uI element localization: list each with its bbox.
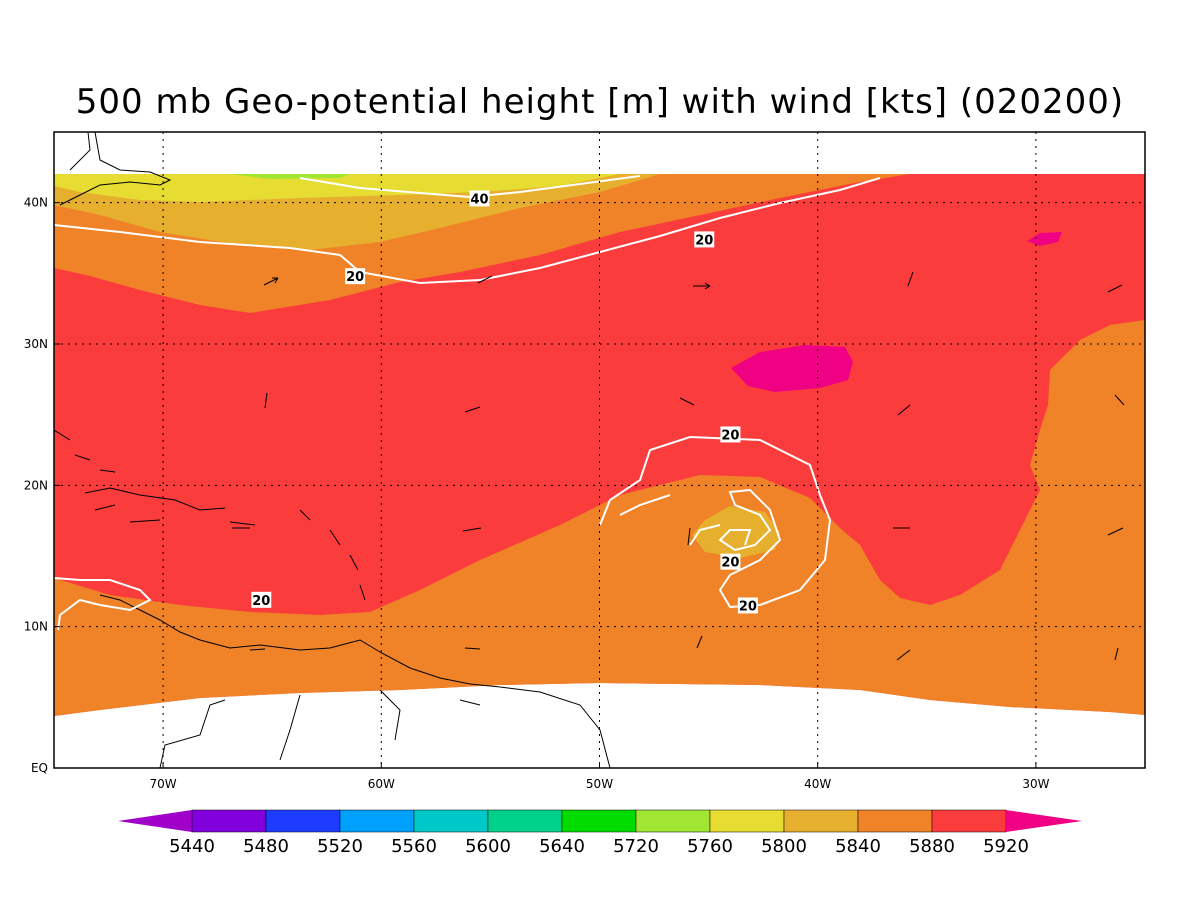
colorbar-swatch bbox=[339, 809, 415, 833]
colorbar-swatch bbox=[413, 809, 489, 833]
colorbar-high-triangle bbox=[1006, 810, 1082, 832]
shade-5800-5840-blob bbox=[692, 506, 780, 558]
colorbar-level-label: 5720 bbox=[613, 836, 659, 857]
wind-vectors bbox=[232, 271, 1125, 661]
colorbar-low-triangle bbox=[118, 810, 192, 832]
colorbar-level-label: 5760 bbox=[687, 836, 733, 857]
map-title: 500 mb Geo-potential height [m] with win… bbox=[76, 82, 1124, 122]
colorbar-swatch bbox=[635, 809, 711, 833]
shade-5760-5800-north bbox=[54, 174, 620, 202]
contour-label: 20 bbox=[739, 599, 757, 614]
colorbar-swatch bbox=[487, 809, 563, 833]
contour-label: 20 bbox=[346, 270, 364, 285]
colorbar-swatch bbox=[191, 809, 267, 833]
contour-label-box bbox=[694, 231, 715, 248]
contour-label-box bbox=[737, 597, 758, 614]
shade-above-5920-cell bbox=[731, 345, 853, 392]
colorbar-level-label: 5800 bbox=[761, 836, 807, 857]
contour-label: 20 bbox=[721, 556, 739, 571]
contour-label-box bbox=[251, 591, 272, 608]
gridlines bbox=[54, 132, 1145, 768]
y-tick-label: 10N bbox=[24, 620, 48, 634]
colorbar-level-label: 5480 bbox=[243, 836, 289, 857]
colorbar-level-label: 5560 bbox=[391, 836, 437, 857]
colorbar-swatch bbox=[931, 809, 1007, 833]
contour-label: 20 bbox=[721, 428, 739, 443]
colorbar-swatch bbox=[265, 809, 341, 833]
contour-label: 20 bbox=[252, 594, 270, 609]
contour-labels: 40 20 20 20 20 20 20 bbox=[251, 190, 758, 614]
x-tick-label: 70W bbox=[150, 777, 177, 791]
colorbar-swatch bbox=[709, 809, 785, 833]
contour-label-box bbox=[720, 553, 741, 570]
colorbar-swatch bbox=[783, 809, 859, 833]
x-tick-label: 40W bbox=[804, 777, 831, 791]
contour-label-box bbox=[345, 268, 366, 285]
colorbar-level-label: 5920 bbox=[983, 836, 1029, 857]
x-tick-label: 50W bbox=[586, 777, 613, 791]
colorbar-level-label: 5520 bbox=[317, 836, 363, 857]
colorbar-level-label: 5880 bbox=[909, 836, 955, 857]
y-tick-label: 40N bbox=[24, 196, 48, 210]
y-tick-label: 20N bbox=[24, 478, 48, 492]
colorbar-level-label: 5840 bbox=[835, 836, 881, 857]
x-tick-label: 30W bbox=[1022, 777, 1049, 791]
colorbar-level-label: 5640 bbox=[539, 836, 585, 857]
y-tick-label: 30N bbox=[24, 337, 48, 351]
y-tick-label: EQ bbox=[31, 761, 48, 775]
x-axis-ticks: 70W 60W 50W 40W 30W bbox=[150, 762, 1050, 791]
colorbar-swatch bbox=[857, 809, 933, 833]
contour-label: 20 bbox=[695, 233, 713, 248]
colorbar-level-label: 5440 bbox=[169, 836, 215, 857]
colorbar: 5440 5480 5520 5560 5600 5640 5720 5760 5800 5840… bbox=[118, 809, 1082, 857]
colorbar-swatch bbox=[561, 809, 637, 833]
contour-label-box bbox=[469, 190, 490, 207]
x-tick-label: 60W bbox=[368, 777, 395, 791]
colorbar-level-label: 5600 bbox=[465, 836, 511, 857]
contour-label-box bbox=[720, 426, 741, 443]
shade-5720-5760-north bbox=[230, 174, 350, 179]
y-axis-ticks: EQ 10N 20N 30N 40N bbox=[24, 196, 60, 775]
shade-above-5920-small bbox=[1027, 232, 1062, 246]
contour-label: 40 bbox=[470, 192, 488, 207]
